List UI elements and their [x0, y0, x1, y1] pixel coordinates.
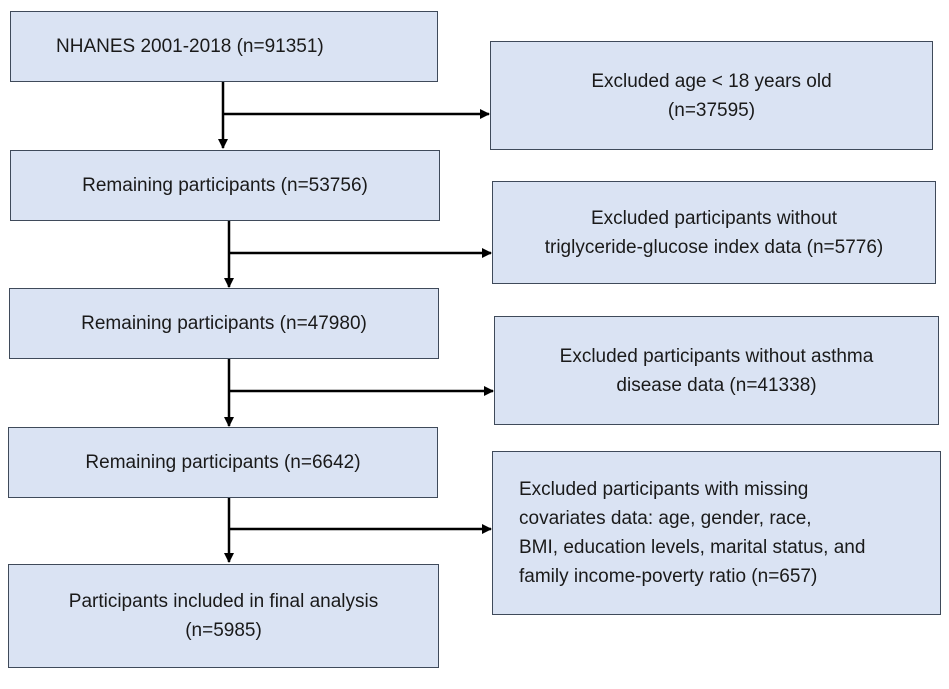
box-excluded-tyg: Excluded participants without triglyceri…: [492, 181, 936, 284]
box-excluded-tyg-text-1: Excluded participants without: [590, 207, 838, 229]
box-final-analysis-text-1: Participants included in final analysis: [68, 591, 379, 612]
box-excluded-covariates-text-1: Excluded participants with missing: [519, 479, 809, 500]
box-excluded-age-text-1: Excluded age < 18 years old: [591, 70, 832, 92]
box-remaining-1: Remaining participants (n=53756): [10, 150, 440, 221]
box-excluded-covariates-text-4: family income-poverty ratio (n=657): [519, 566, 818, 587]
box-final-analysis-text-2: (n=5985): [185, 620, 262, 641]
box-excluded-covariates-text-3: BMI, education levels, marital status, a…: [519, 537, 866, 558]
box-excluded-covariates: Excluded participants with missing covar…: [492, 451, 941, 615]
box-remaining-1-text: Remaining participants (n=53756): [82, 175, 368, 196]
box-remaining-3-text: Remaining participants (n=6642): [85, 452, 361, 473]
box-nhanes-total: NHANES 2001-2018 (n=91351): [10, 11, 438, 82]
box-final-analysis: Participants included in final analysis …: [8, 564, 439, 668]
box-nhanes-total-text: NHANES 2001-2018 (n=91351): [56, 36, 324, 57]
box-excluded-asthma: Excluded participants without asthma dis…: [494, 316, 939, 425]
box-excluded-asthma-text-2: disease data (n=41338): [616, 374, 817, 396]
box-excluded-age: Excluded age < 18 years old (n=37595): [490, 41, 933, 150]
box-remaining-3: Remaining participants (n=6642): [8, 427, 438, 498]
box-excluded-covariates-text-2: covariates data: age, gender, race,: [519, 508, 812, 529]
box-excluded-tyg-text-2: triglyceride-glucose index data (n=5776): [544, 236, 884, 258]
box-excluded-asthma-text-1: Excluded participants without asthma: [559, 345, 874, 367]
box-excluded-age-text-2: (n=37595): [667, 99, 756, 121]
box-remaining-2: Remaining participants (n=47980): [9, 288, 439, 359]
box-remaining-2-text: Remaining participants (n=47980): [81, 313, 367, 334]
